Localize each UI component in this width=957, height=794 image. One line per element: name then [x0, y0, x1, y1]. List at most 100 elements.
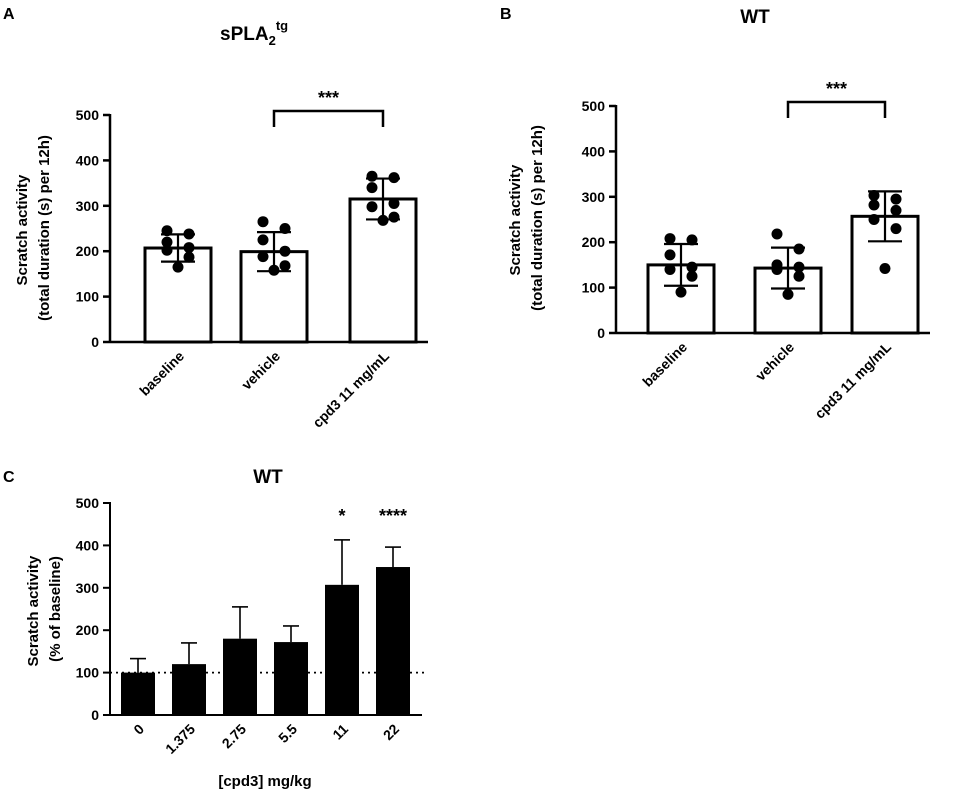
bar [274, 642, 308, 715]
significance-label: *** [318, 88, 339, 108]
category-label: baseline [136, 348, 187, 399]
data-point [172, 261, 184, 273]
significance-label: * [338, 506, 345, 526]
data-point [686, 234, 698, 246]
panel-a: A sPLA2tg Scratch activity (total durati… [3, 6, 428, 431]
data-point [366, 170, 378, 182]
data-point [664, 233, 676, 245]
data-point [183, 228, 195, 240]
data-point [388, 198, 400, 210]
data-point [183, 242, 195, 254]
data-point [793, 270, 805, 282]
bar [172, 664, 206, 715]
category-label: cpd3 11 mg/mL [811, 338, 894, 421]
y-tick-label: 100 [76, 289, 100, 305]
data-point [366, 201, 378, 213]
data-point [868, 189, 880, 201]
data-point [257, 251, 269, 263]
data-point [161, 225, 173, 237]
significance-bracket [786, 100, 887, 118]
category-label: 2.75 [219, 721, 250, 752]
category-label: 1.375 [162, 721, 198, 757]
significance-label: *** [826, 79, 847, 99]
panel-c-ylabel: Scratch activity (% of baseline) [25, 551, 64, 666]
y-tick-label: 200 [582, 234, 606, 250]
data-point [890, 193, 902, 205]
category-label: 0 [130, 721, 147, 738]
data-point [161, 236, 173, 248]
panel-b-ylabel: Scratch activity (total duration (s) per… [507, 125, 546, 311]
category-label: 22 [380, 721, 402, 743]
panel-c-title: WT [253, 467, 283, 488]
data-point [771, 228, 783, 240]
bar [121, 672, 155, 715]
y-tick-label: 200 [76, 243, 100, 259]
bar [325, 584, 359, 715]
data-point [675, 286, 687, 298]
y-tick-label: 500 [76, 495, 100, 511]
panel-c-plot: 0 100 200 300 400 500 0 1.375 2.75 5.5 11 * 22 **** [76, 495, 425, 757]
y-tick-label: 300 [76, 198, 100, 214]
panel-a-plot: 0 100 200 300 400 500 baseline vehicle cpd3 11 m… [76, 88, 428, 431]
panel-b-title: WT [740, 7, 770, 28]
data-point [388, 211, 400, 223]
panel-a-title: sPLA2tg [220, 18, 288, 48]
category-label: baseline [639, 339, 690, 390]
panel-letter-b: B [500, 6, 512, 23]
bar [223, 638, 257, 715]
category-label: vehicle [752, 339, 797, 384]
category-label: 5.5 [275, 721, 300, 746]
data-point [268, 264, 280, 276]
data-point [664, 249, 676, 261]
y-tick-label: 500 [76, 107, 100, 123]
panel-letter-a: A [3, 6, 15, 23]
y-tick-label: 0 [91, 707, 99, 723]
y-tick-label: 400 [76, 152, 100, 168]
bar [376, 567, 410, 715]
panel-b-plot: 0 100 200 300 400 500 baseline vehicle cpd3 11 m… [582, 79, 930, 422]
panel-b: B WT Scratch activity (total duration (s… [500, 6, 930, 422]
y-tick-label: 0 [597, 325, 605, 341]
data-point [366, 182, 378, 194]
panel-c: C WT Scratch activity (% of baseline) [c… [3, 467, 425, 790]
data-point [257, 216, 269, 228]
data-point [793, 243, 805, 255]
data-point [868, 214, 880, 225]
category-label: vehicle [238, 348, 283, 393]
data-point [890, 204, 902, 216]
y-tick-label: 300 [76, 580, 100, 596]
y-tick-label: 400 [582, 143, 606, 159]
panel-letter-c: C [3, 469, 15, 486]
category-label: cpd3 11 mg/mL [309, 347, 392, 430]
data-point [664, 263, 676, 275]
data-point [279, 245, 291, 257]
data-point [686, 270, 698, 282]
data-point [279, 260, 291, 272]
data-point [890, 223, 902, 235]
data-point [183, 251, 195, 263]
category-label: 11 [329, 721, 351, 743]
panel-a-ylabel: Scratch activity (total duration (s) per… [14, 135, 53, 321]
panel-c-xlabel: [cpd3] mg/kg [218, 773, 311, 790]
data-point [771, 263, 783, 275]
data-point [377, 214, 389, 226]
y-tick-label: 200 [76, 622, 100, 638]
significance-label: **** [379, 506, 407, 526]
y-tick-label: 100 [582, 280, 606, 296]
significance-bracket [272, 109, 385, 127]
data-point [161, 244, 173, 256]
data-point [793, 261, 805, 273]
y-tick-label: 0 [91, 334, 99, 350]
data-point [279, 223, 291, 234]
data-point [388, 172, 400, 184]
data-point [686, 261, 698, 273]
data-point [879, 263, 891, 275]
y-tick-label: 500 [582, 98, 606, 114]
y-tick-label: 400 [76, 537, 100, 553]
y-tick-label: 100 [76, 665, 100, 681]
data-point [782, 288, 794, 300]
y-tick-label: 300 [582, 189, 606, 205]
data-point [257, 234, 269, 246]
data-point [868, 199, 880, 211]
